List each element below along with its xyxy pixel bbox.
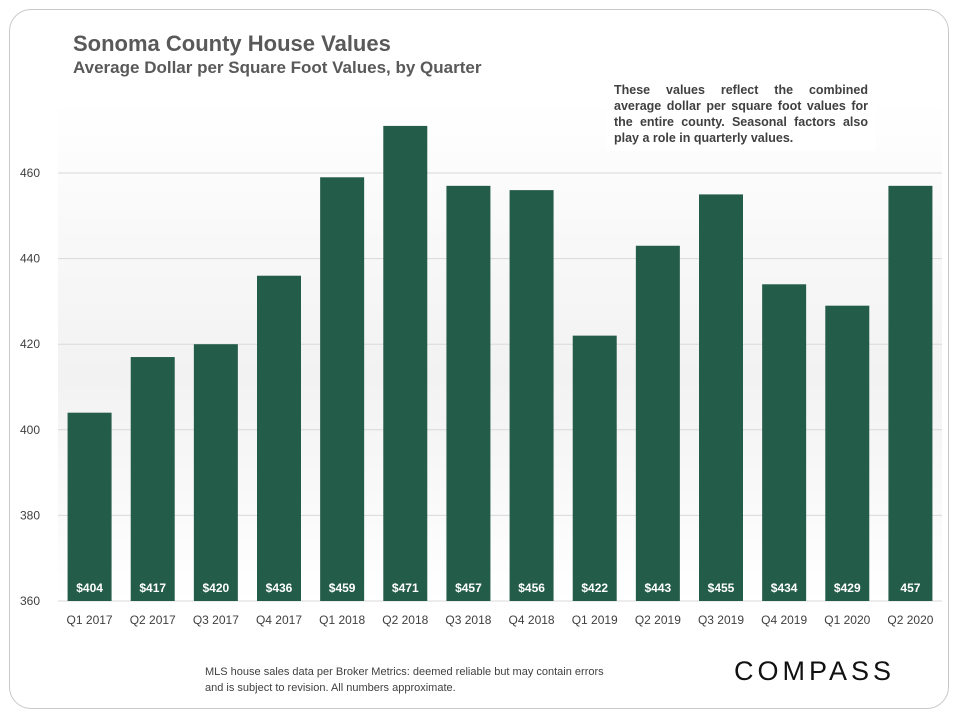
x-tick-label: Q1 2019 [572,613,618,627]
y-tick-label: 460 [20,166,40,180]
y-tick-label: 420 [20,337,40,351]
x-tick-label: Q3 2018 [445,613,491,627]
x-tick-label: Q4 2019 [761,613,807,627]
bar [446,185,491,601]
y-tick-label: 440 [20,252,40,266]
data-label: $471 [392,581,419,595]
data-label: $459 [329,581,356,595]
bar [699,194,743,601]
data-label: $455 [708,581,735,595]
annotation-note: These values reflect the combined averag… [606,80,876,151]
bar [572,335,617,601]
y-tick-label: 400 [20,423,40,437]
data-label: $429 [834,581,861,595]
bar [888,185,933,601]
x-tick-label: Q3 2017 [193,613,239,627]
x-tick-label: Q3 2019 [698,613,744,627]
data-label: $443 [645,581,672,595]
bar [509,190,554,601]
footer-source-note: MLS house sales data per Broker Metrics:… [205,666,604,694]
bar [257,275,301,601]
bar [193,344,238,601]
bar [635,245,680,601]
bar [825,305,870,601]
x-tick-label: Q4 2017 [256,613,302,627]
chart-subtitle: Average Dollar per Square Foot Values, b… [73,58,482,77]
data-label: $404 [76,581,103,595]
data-label: $422 [581,581,608,595]
x-tick-label: Q1 2018 [319,613,365,627]
data-label: $457 [455,581,482,595]
data-label: $417 [139,581,166,595]
x-tick-label: Q2 2018 [382,613,428,627]
chart-title: Sonoma County House Values [73,31,391,56]
data-label: $420 [203,581,230,595]
x-tick-label: Q4 2018 [509,613,555,627]
bar [130,357,175,601]
x-tick-label: Q1 2020 [824,613,870,627]
x-tick-label: Q2 2019 [635,613,681,627]
plot-area [58,100,942,601]
y-tick-label: 360 [20,594,40,608]
data-label: 457 [900,581,920,595]
x-tick-label: Q2 2017 [130,613,176,627]
data-label: $434 [771,581,798,595]
bar [383,125,428,602]
data-label: $436 [266,581,293,595]
compass-logo: COMPASS [734,656,896,686]
x-tick-label: Q1 2017 [67,613,113,627]
bar [67,412,112,601]
x-tick-label: Q2 2020 [887,613,933,627]
y-tick-label: 380 [20,508,40,522]
bar [762,284,807,601]
data-label: $456 [518,581,545,595]
bar [320,177,365,601]
